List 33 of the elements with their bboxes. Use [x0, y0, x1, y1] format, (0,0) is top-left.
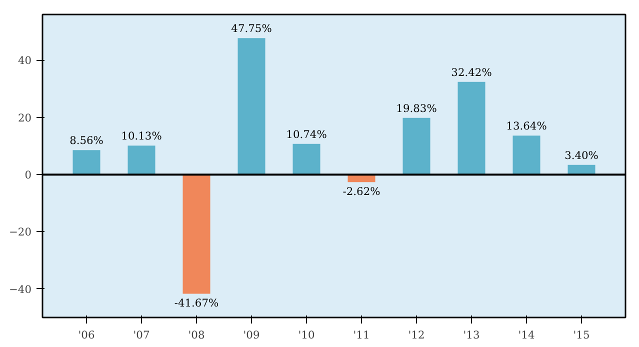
x-tick-label: '11	[353, 328, 370, 342]
bar	[128, 146, 156, 175]
y-tick-label: 40	[18, 54, 32, 68]
bar	[458, 82, 486, 175]
x-tick-label: '08	[188, 328, 205, 342]
data-label: 10.74%	[286, 128, 327, 141]
data-label: 8.56%	[70, 134, 104, 148]
data-label: 32.42%	[451, 66, 492, 79]
bar	[72, 150, 100, 175]
bar	[238, 38, 266, 175]
data-label: -41.67%	[174, 296, 219, 310]
bar	[512, 136, 540, 175]
data-label: 10.13%	[121, 130, 162, 143]
y-tick-label: 20	[18, 111, 32, 124]
x-tick-label: '09	[243, 328, 260, 342]
data-label: -2.62%	[342, 185, 380, 198]
y-tick-label: −40	[9, 282, 32, 296]
data-label: 3.40%	[564, 148, 598, 162]
x-tick-label: '13	[463, 328, 480, 342]
x-tick-label: '14	[518, 328, 535, 342]
x-tick-label: '10	[298, 328, 315, 342]
x-tick-label: '07	[133, 328, 150, 342]
bar	[292, 144, 320, 175]
bar	[182, 174, 210, 294]
data-label: 47.75%	[231, 22, 272, 36]
x-tick-label: '06	[78, 328, 95, 342]
x-tick-label: '12	[408, 328, 425, 342]
bar	[402, 118, 430, 175]
data-label: 19.83%	[396, 102, 437, 115]
y-tick-label: −20	[9, 226, 32, 239]
data-label: 13.64%	[506, 120, 547, 133]
y-tick-label: 0	[24, 168, 32, 182]
x-tick-label: '15	[573, 328, 590, 342]
